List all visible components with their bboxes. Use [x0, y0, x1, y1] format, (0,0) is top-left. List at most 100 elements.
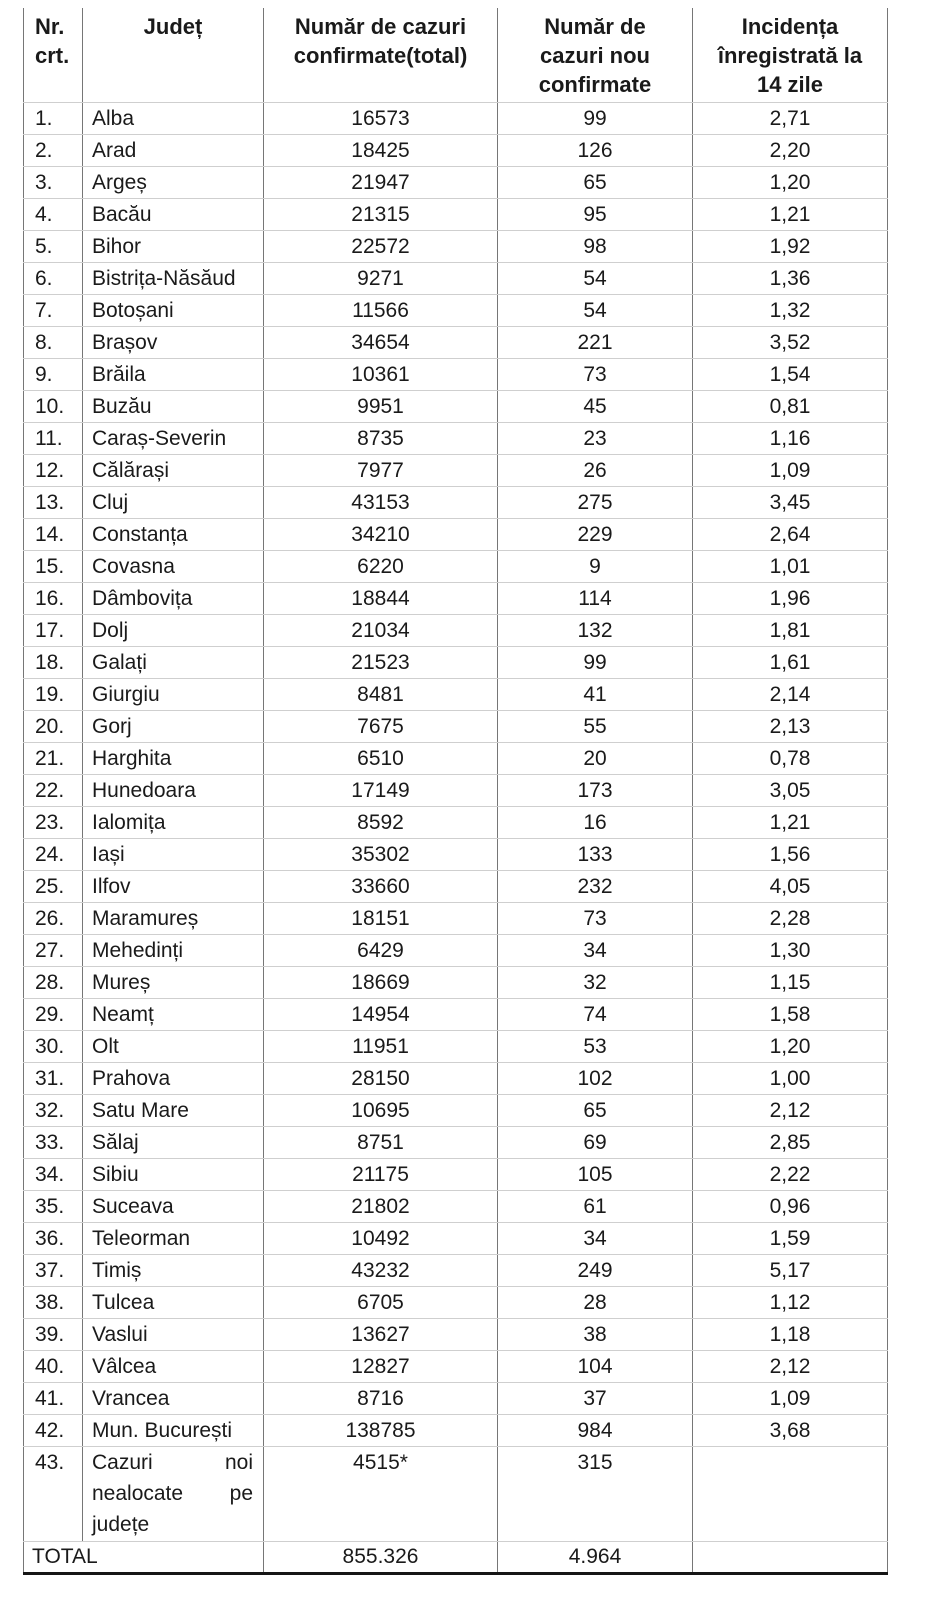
row-number-cell: 11. — [23, 422, 83, 455]
total-cases-cell: 43232 — [263, 1254, 498, 1287]
incidence-cell: 2,28 — [692, 902, 888, 935]
new-cases-cell: 54 — [497, 262, 693, 295]
new-cases-cell: 53 — [497, 1030, 693, 1063]
total-cases-cell: 7977 — [263, 454, 498, 487]
covid-county-table: Nr. crt. Județ Număr de cazuri confirmat… — [23, 8, 888, 1575]
table-row: 42. Mun. București 138785 984 3,68 — [23, 1414, 888, 1447]
total-cases-cell: 21802 — [263, 1190, 498, 1223]
row-number-cell: 12. — [23, 454, 83, 487]
incidence-cell: 3,68 — [692, 1414, 888, 1447]
incidence-cell: 3,45 — [692, 486, 888, 519]
table-row: 5. Bihor 22572 98 1,92 — [23, 230, 888, 263]
incidence-cell: 3,05 — [692, 774, 888, 807]
incidence-cell: 2,64 — [692, 518, 888, 551]
new-cases-cell: 73 — [497, 902, 693, 935]
row-number-cell: 28. — [23, 966, 83, 999]
table-row: 28. Mureș 18669 32 1,15 — [23, 966, 888, 999]
county-cell: Bacău — [82, 198, 264, 231]
new-cases-cell: 69 — [497, 1126, 693, 1159]
total-cases-cell: 4515* — [263, 1446, 498, 1542]
table-header-row: Nr. crt. Județ Număr de cazuri confirmat… — [23, 8, 888, 103]
incidence-cell: 1,12 — [692, 1286, 888, 1319]
table-row: 33. Sălaj 8751 69 2,85 — [23, 1126, 888, 1159]
header-new-cases: Număr de cazuri nou confirmate — [497, 8, 693, 103]
table-body: 1. Alba 16573 99 2,71 2. Arad 18425 126 2,20 3. Arg… — [23, 102, 888, 1542]
table-row: 27. Mehedinți 6429 34 1,30 — [23, 934, 888, 967]
county-cell: Harghita — [82, 742, 264, 775]
county-cell: Giurgiu — [82, 678, 264, 711]
row-number-cell: 21. — [23, 742, 83, 775]
table-row: 18. Galați 21523 99 1,61 — [23, 646, 888, 679]
table-row: 15. Covasna 6220 9 1,01 — [23, 550, 888, 583]
row-number-cell: 22. — [23, 774, 83, 807]
county-cell: Alba — [82, 102, 264, 135]
incidence-cell: 1,56 — [692, 838, 888, 871]
table-row: 11. Caraș-Severin 8735 23 1,16 — [23, 422, 888, 455]
row-number-cell: 3. — [23, 166, 83, 199]
total-cases-cell: 34654 — [263, 326, 498, 359]
total-cases-cell: 6429 — [263, 934, 498, 967]
total-cases-cell: 9271 — [263, 262, 498, 295]
county-cell: Prahova — [82, 1062, 264, 1095]
table-row: 36. Teleorman 10492 34 1,59 — [23, 1222, 888, 1255]
row-number-cell: 33. — [23, 1126, 83, 1159]
total-cases-cell: 11951 — [263, 1030, 498, 1063]
table-row: 38. Tulcea 6705 28 1,12 — [23, 1286, 888, 1319]
new-cases-cell: 55 — [497, 710, 693, 743]
incidence-cell: 1,81 — [692, 614, 888, 647]
table-row: 16. Dâmbovița 18844 114 1,96 — [23, 582, 888, 615]
county-cell: Arad — [82, 134, 264, 167]
row-number-cell: 17. — [23, 614, 83, 647]
table-row: 32. Satu Mare 10695 65 2,12 — [23, 1094, 888, 1127]
row-number-cell: 31. — [23, 1062, 83, 1095]
header-incidence: Incidența înregistrată la 14 zile — [692, 8, 888, 103]
county-cell: Hunedoara — [82, 774, 264, 807]
incidence-cell: 2,13 — [692, 710, 888, 743]
row-number-cell: 5. — [23, 230, 83, 263]
county-cell: Mehedinți — [82, 934, 264, 967]
row-number-cell: 6. — [23, 262, 83, 295]
total-cases-cell: 10361 — [263, 358, 498, 391]
total-cases-cell: 6705 — [263, 1286, 498, 1319]
total-cases-cell: 22572 — [263, 230, 498, 263]
new-cases-cell: 54 — [497, 294, 693, 327]
total-cases-cell: 855.326 — [263, 1541, 498, 1575]
county-cell: Maramureș — [82, 902, 264, 935]
total-cases-cell: 21175 — [263, 1158, 498, 1191]
total-cases-cell: 8481 — [263, 678, 498, 711]
total-cases-cell: 18669 — [263, 966, 498, 999]
incidence-cell: 1,36 — [692, 262, 888, 295]
incidence-cell — [692, 1446, 888, 1542]
row-number-cell: 35. — [23, 1190, 83, 1223]
header-line: Județ — [143, 14, 203, 39]
incidence-cell: 1,20 — [692, 1030, 888, 1063]
total-cases-cell: 8716 — [263, 1382, 498, 1415]
unallocated-cases-row: 43. Cazuri noi nealocate pe județe 4515* 315 — [23, 1446, 888, 1542]
total-cases-cell: 18151 — [263, 902, 498, 935]
new-cases-cell: 38 — [497, 1318, 693, 1351]
row-number-cell: 19. — [23, 678, 83, 711]
header-total-cases: Număr de cazuri confirmate(total) — [263, 8, 498, 103]
county-cell: Brăila — [82, 358, 264, 391]
new-cases-cell: 65 — [497, 166, 693, 199]
total-cases-cell: 21523 — [263, 646, 498, 679]
county-cell: Sălaj — [82, 1126, 264, 1159]
county-cell: Brașov — [82, 326, 264, 359]
incidence-cell: 4,05 — [692, 870, 888, 903]
new-cases-cell: 74 — [497, 998, 693, 1031]
table-row: 9. Brăila 10361 73 1,54 — [23, 358, 888, 391]
county-cell: Tulcea — [82, 1286, 264, 1319]
new-cases-cell: 32 — [497, 966, 693, 999]
total-cases-cell: 8592 — [263, 806, 498, 839]
county-cell: Dâmbovița — [82, 582, 264, 615]
table-row: 35. Suceava 21802 61 0,96 — [23, 1190, 888, 1223]
row-number-cell: 7. — [23, 294, 83, 327]
header-line: Nr. — [35, 14, 65, 39]
header-line: crt. — [35, 43, 70, 68]
row-number-cell: 2. — [23, 134, 83, 167]
new-cases-cell: 37 — [497, 1382, 693, 1415]
incidence-cell: 1,16 — [692, 422, 888, 455]
county-cell: Cazuri noi nealocate pe județe — [82, 1446, 264, 1542]
header-line: Număr de — [544, 14, 646, 39]
new-cases-cell: 105 — [497, 1158, 693, 1191]
